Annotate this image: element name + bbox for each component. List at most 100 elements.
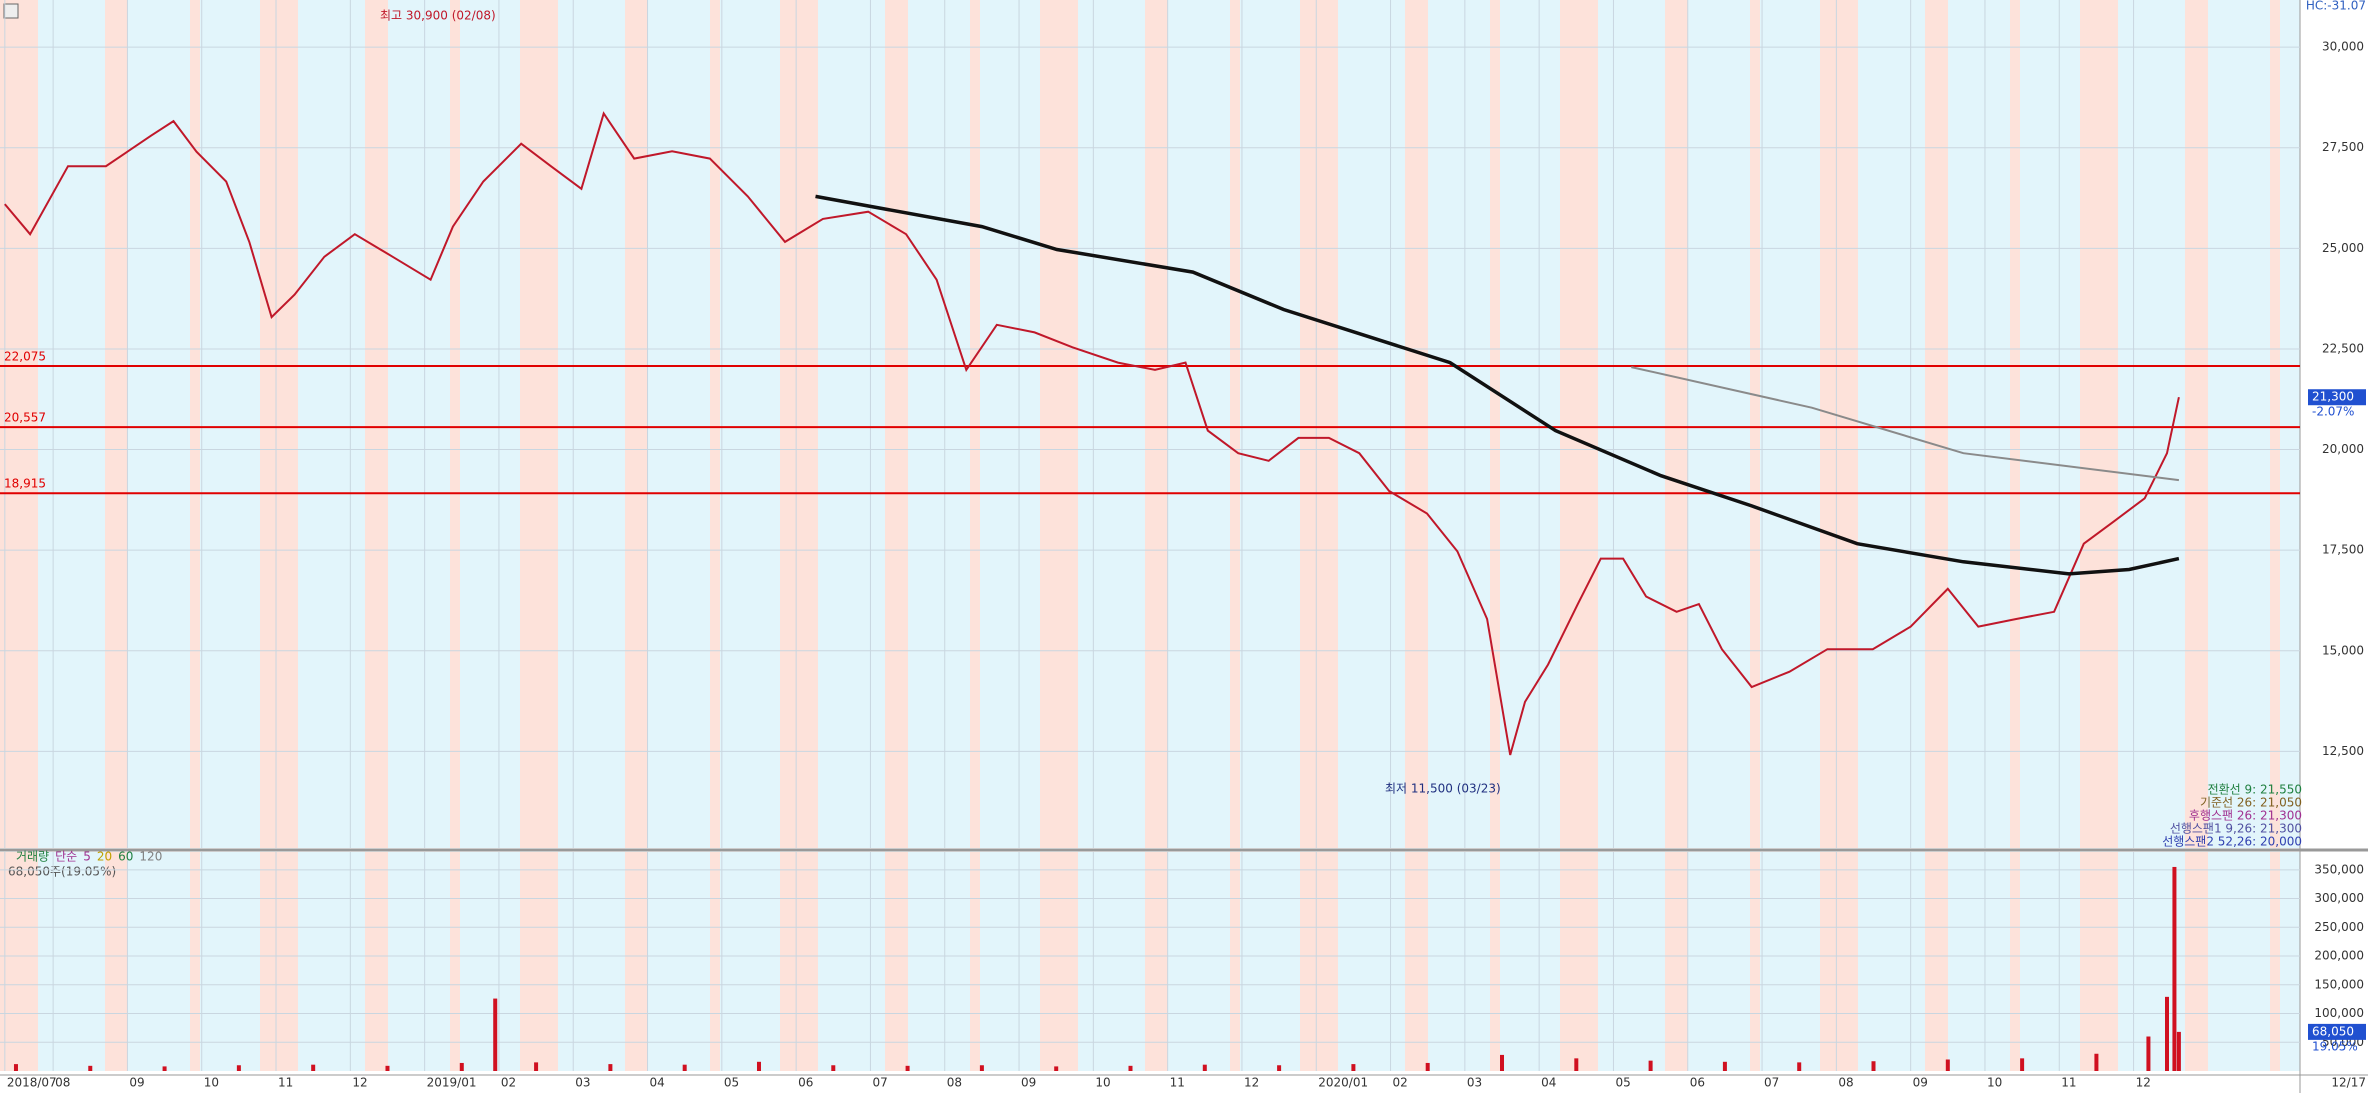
indicator-legend: 선행스팬1 9,26: 21,300: [2170, 821, 2302, 836]
volume-bar: [1722, 1061, 1727, 1071]
volume-bar: [2172, 866, 2177, 1071]
x-tick-label: 07: [1764, 1076, 1779, 1090]
x-tick-label: 08: [947, 1076, 962, 1090]
volume-bar: [979, 1065, 984, 1071]
y-tick-label: 25,000: [2322, 241, 2364, 255]
high-annotation: 최고 30,900 (02/08): [380, 9, 496, 23]
volume-legend: 120: [139, 850, 162, 864]
volume-bar: [1797, 1062, 1802, 1071]
header: HC:-31.07: [2306, 0, 2366, 13]
volume-bar: [1574, 1058, 1579, 1071]
volume-bar: [493, 998, 498, 1071]
x-tick-label: 06: [1690, 1076, 1705, 1090]
x-tick-label: 08: [55, 1076, 70, 1090]
menu-icon[interactable]: [3, 3, 19, 19]
volume-bar: [2146, 1036, 2151, 1071]
level-label: 22,075: [4, 350, 46, 364]
y-tick-label: 15,000: [2322, 643, 2364, 657]
volume-bar: [385, 1065, 390, 1071]
volume-bar: [831, 1065, 836, 1071]
x-tick-label: 05: [1615, 1076, 1630, 1090]
volume-bar: [1128, 1065, 1133, 1071]
volume-bar: [162, 1066, 167, 1071]
y-tick-label: 350,000: [2314, 862, 2364, 876]
axis-panel: [2300, 0, 2368, 1093]
volume-bar: [2094, 1053, 2099, 1071]
x-tick-label: 04: [650, 1076, 665, 1090]
x-tick-label: 02: [1393, 1076, 1408, 1090]
volume-bar: [1500, 1054, 1505, 1071]
y-tick-label: 17,500: [2322, 543, 2364, 557]
x-tick-label: 09: [129, 1076, 144, 1090]
level-label: 18,915: [4, 477, 46, 491]
volume-bar: [88, 1065, 93, 1071]
last-price-label: 21,300: [2312, 390, 2354, 404]
last-volume-pct: 19.05%: [2312, 1039, 2358, 1053]
x-tick-label: 04: [1541, 1076, 1556, 1090]
volume-bar: [236, 1065, 241, 1071]
indicator-legend: 기준선 26: 21,050: [2200, 796, 2302, 810]
x-tick-label: 06: [798, 1076, 813, 1090]
volume-bar: [905, 1065, 910, 1071]
volume-bar: [534, 1062, 539, 1071]
x-tick-label: 03: [1467, 1076, 1482, 1090]
y-tick-label: 27,500: [2322, 140, 2364, 154]
y-tick-label: 300,000: [2314, 891, 2364, 905]
volume-bar: [2176, 1031, 2181, 1071]
x-tick-label: 10: [1987, 1076, 2002, 1090]
volume-bar: [1054, 1066, 1059, 1071]
y-tick-label: 22,500: [2322, 341, 2364, 355]
volume-legend: 단순: [55, 850, 77, 864]
x-tick-label: 11: [278, 1076, 293, 1090]
volume-bar: [1351, 1064, 1356, 1071]
x-tick-label: 12: [352, 1076, 367, 1090]
x-tick-label: 12: [2136, 1076, 2151, 1090]
x-tick-label: 11: [1170, 1076, 1185, 1090]
y-tick-label: 12,500: [2322, 744, 2364, 758]
x-tick-label: 02: [501, 1076, 516, 1090]
y-tick-label: 200,000: [2314, 949, 2364, 963]
x-tick-label: 05: [724, 1076, 739, 1090]
current-date: 12/17: [2331, 1076, 2366, 1090]
volume-legend: 거래량: [16, 850, 49, 864]
last-price-box: [2308, 389, 2366, 406]
x-tick-label: 11: [2061, 1076, 2076, 1090]
volume-bar: [1945, 1059, 1950, 1071]
low-annotation: 최저 11,500 (03/23): [1385, 782, 1501, 796]
volume-legend: 20: [97, 850, 112, 864]
indicator-legend: 전환선 9: 21,550: [2208, 783, 2302, 797]
x-tick-label: 12: [1244, 1076, 1259, 1090]
volume-bar: [1871, 1061, 1876, 1071]
volume-bar: [682, 1064, 687, 1071]
last-volume-box: [2308, 1023, 2366, 1040]
x-tick-label: 03: [575, 1076, 590, 1090]
session-bands: [0, 0, 2300, 848]
volume-bar: [1202, 1064, 1207, 1071]
last-change: -2.07%: [2312, 405, 2354, 419]
level-label: 20,557: [4, 411, 46, 425]
indicator-legend: 선행스팬2 52,26: 20,000: [2162, 834, 2302, 849]
volume-bar: [608, 1064, 613, 1071]
volume-bar: [2165, 996, 2170, 1071]
volume-bar: [1277, 1065, 1282, 1071]
y-tick-label: 30,000: [2322, 40, 2364, 54]
y-tick-label: 20,000: [2322, 442, 2364, 456]
last-volume-label: 68,050: [2312, 1024, 2354, 1038]
volume-legend: 60: [118, 850, 133, 864]
volume-current: 68,050주(19.05%): [8, 865, 116, 879]
x-tick-label: 10: [1095, 1076, 1110, 1090]
session-bands: [0, 852, 2300, 1071]
price-line: [4, 111, 2180, 756]
volume-bar: [756, 1061, 761, 1071]
volume-bar: [1425, 1062, 1430, 1071]
price-line: [815, 194, 2180, 576]
y-tick-label: 150,000: [2314, 977, 2364, 991]
x-tick-label: 2020/01: [1318, 1076, 1368, 1090]
x-tick-label: 2018/07: [7, 1076, 57, 1090]
x-tick-label: 07: [872, 1076, 887, 1090]
x-tick-label: 08: [1838, 1076, 1853, 1090]
x-tick-label: 09: [1021, 1076, 1036, 1090]
volume-bar: [2020, 1058, 2025, 1071]
